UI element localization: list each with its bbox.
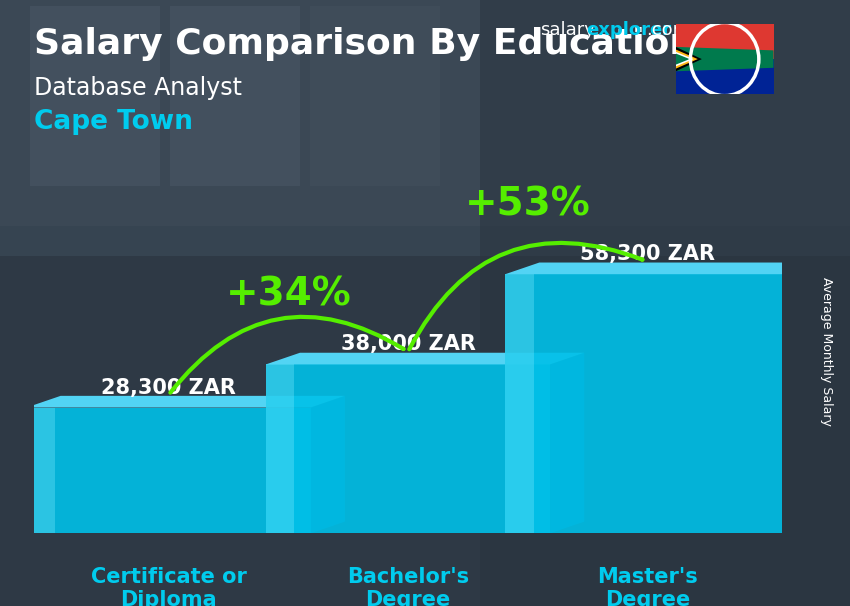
Text: +34%: +34% xyxy=(225,275,351,313)
Polygon shape xyxy=(266,353,584,364)
Text: Cape Town: Cape Town xyxy=(34,109,193,135)
Polygon shape xyxy=(676,47,702,72)
Polygon shape xyxy=(505,262,824,274)
Bar xyxy=(310,6,440,186)
Polygon shape xyxy=(676,53,689,65)
Text: Average Monthly Salary: Average Monthly Salary xyxy=(820,277,833,426)
Bar xyxy=(0,256,850,606)
Text: explorer: explorer xyxy=(586,21,672,39)
Polygon shape xyxy=(676,52,694,67)
Text: Bachelor's
Degree: Bachelor's Degree xyxy=(347,567,469,606)
Polygon shape xyxy=(676,47,774,72)
Polygon shape xyxy=(676,50,698,68)
Text: 58,300 ZAR: 58,300 ZAR xyxy=(580,244,715,264)
Polygon shape xyxy=(505,274,534,533)
Text: Salary Comparison By Education: Salary Comparison By Education xyxy=(34,27,695,61)
Text: Database Analyst: Database Analyst xyxy=(34,76,242,100)
Polygon shape xyxy=(26,407,311,533)
Bar xyxy=(170,6,300,186)
Text: 28,300 ZAR: 28,300 ZAR xyxy=(101,378,236,398)
Polygon shape xyxy=(790,262,824,533)
Text: .com: .com xyxy=(646,21,690,39)
Text: salary: salary xyxy=(540,21,595,39)
Bar xyxy=(0,0,850,226)
Polygon shape xyxy=(550,353,584,533)
Text: 38,000 ZAR: 38,000 ZAR xyxy=(341,335,475,355)
Polygon shape xyxy=(311,396,345,533)
Text: +53%: +53% xyxy=(465,185,591,223)
Polygon shape xyxy=(266,364,550,533)
Polygon shape xyxy=(505,274,790,533)
Polygon shape xyxy=(266,364,294,533)
Polygon shape xyxy=(26,407,55,533)
Polygon shape xyxy=(676,24,774,59)
Polygon shape xyxy=(26,396,345,407)
Text: Master's
Degree: Master's Degree xyxy=(597,567,698,606)
Text: Certificate or
Diploma: Certificate or Diploma xyxy=(91,567,246,606)
Polygon shape xyxy=(676,59,774,94)
Bar xyxy=(480,0,850,606)
Bar xyxy=(30,6,160,186)
